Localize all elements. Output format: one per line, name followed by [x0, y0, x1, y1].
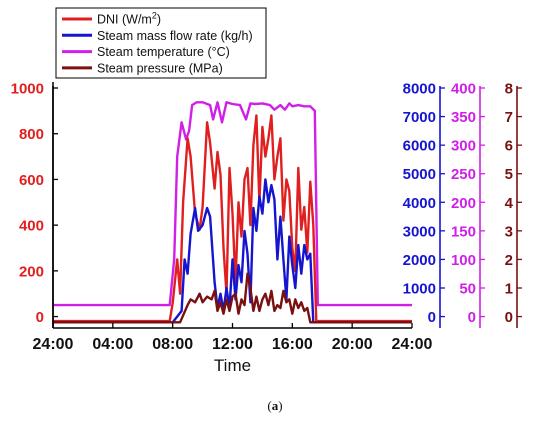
- figure-caption: (a): [0, 398, 550, 414]
- legend: DNI (W/m2) Steam mass flow rate (kg/h) Ste…: [55, 7, 267, 79]
- pressure-tick-label: 6: [505, 138, 513, 155]
- temp-tick-label: 300: [451, 138, 476, 155]
- series-line-flow: [53, 178, 412, 324]
- x-tick-label: 16:00: [272, 336, 313, 353]
- x-tick-label: 24:00: [392, 336, 433, 353]
- flow-tick-label: 0: [428, 309, 436, 326]
- pressure-tick-label: 8: [505, 81, 513, 98]
- series-line-pressure: [53, 272, 412, 324]
- flow-tick-label: 7000: [403, 109, 436, 126]
- flow-tick-label: 8000: [403, 81, 436, 98]
- temp-tick-label: 50: [459, 281, 476, 298]
- pressure-tick-label: 2: [505, 252, 513, 269]
- temp-tick-label: 0: [468, 309, 476, 326]
- dni-tick-label: 1000: [11, 81, 44, 98]
- temp-tick-label: 400: [451, 81, 476, 98]
- pressure-tick-label: 5: [505, 166, 513, 183]
- temp-tick-label: 350: [451, 109, 476, 126]
- caption-close: ): [278, 398, 283, 413]
- pressure-tick-label: 0: [505, 309, 513, 326]
- series-line-dni: [53, 114, 412, 323]
- flow-tick-label: 5000: [403, 166, 436, 183]
- legend-entry-flow: Steam mass flow rate (kg/h): [97, 29, 253, 43]
- flow-tick-label: 6000: [403, 138, 436, 155]
- x-axis-title: Time: [214, 356, 251, 375]
- temp-tick-label: 100: [451, 252, 476, 269]
- x-tick-label: 24:00: [33, 336, 74, 353]
- caption-open: (: [267, 398, 272, 413]
- axes: 24:00 04:00 08:00 12:00 16:00 20:00 24:00 Time 0…: [11, 81, 522, 375]
- pressure-tick-label: 7: [505, 109, 513, 126]
- pressure-tick-label: 3: [505, 223, 513, 240]
- dni-tick-label: 800: [19, 126, 44, 143]
- pressure-tick-label: 1: [505, 281, 513, 298]
- temp-tick-label: 200: [451, 195, 476, 212]
- flow-tick-label: 1000: [403, 281, 436, 298]
- flow-tick-label: 2000: [403, 252, 436, 269]
- dni-tick-label: 600: [19, 172, 44, 189]
- flow-tick-label: 4000: [403, 195, 436, 212]
- dni-tick-label: 200: [19, 263, 44, 280]
- legend-entry-dni: DNI (W/m2): [97, 11, 161, 27]
- x-tick-label: 20:00: [332, 336, 373, 353]
- temp-tick-label: 150: [451, 223, 476, 240]
- dni-tick-label: 400: [19, 218, 44, 235]
- legend-entry-pressure: Steam pressure (MPa): [97, 61, 223, 75]
- series-line-temp: [53, 101, 412, 307]
- pressure-tick-label: 4: [505, 195, 514, 212]
- legend-entry-temp: Steam temperature (°C): [97, 45, 230, 59]
- temp-tick-label: 250: [451, 166, 476, 183]
- caption-letter: a: [271, 398, 279, 413]
- x-tick-label: 12:00: [212, 336, 253, 353]
- dni-tick-label: 0: [36, 309, 44, 326]
- x-tick-label: 08:00: [152, 336, 193, 353]
- plot-area: [53, 101, 412, 324]
- flow-tick-label: 3000: [403, 223, 436, 240]
- x-tick-label: 04:00: [92, 336, 133, 353]
